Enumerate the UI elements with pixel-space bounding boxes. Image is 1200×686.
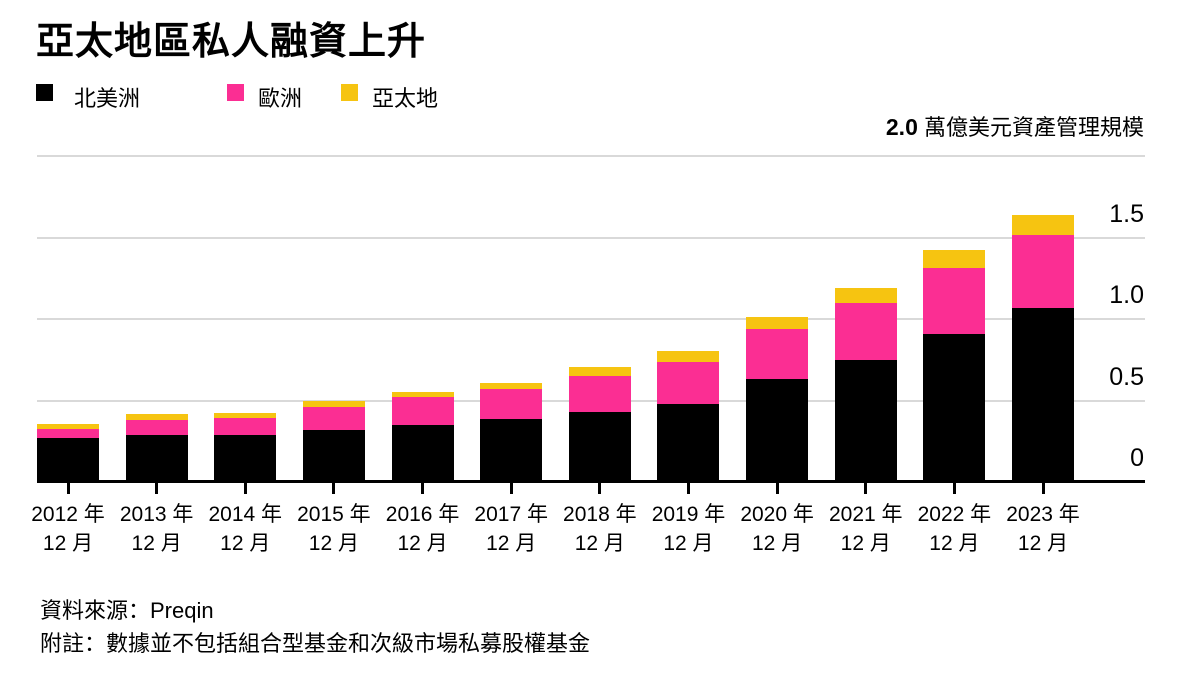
bar-2012-asia-pacific	[37, 424, 99, 429]
bar-2012-north-america	[37, 438, 99, 482]
x-tick-2023	[1041, 483, 1045, 494]
bar-2015-asia-pacific	[302, 401, 365, 407]
x-axis-label-2019: 2019 年 12 月	[651, 503, 726, 555]
y-axis-unit-text: 萬億美元資產管理規模	[917, 115, 1144, 140]
bar-2023-asia-pacific	[1012, 215, 1075, 235]
source-text: 資料來源：Preqin	[40, 598, 214, 623]
y-tick-label-1.0: 1.0	[1109, 281, 1144, 309]
x-axis-label-2014: 2014 年 12 月	[208, 503, 283, 555]
x-tick-2017	[509, 483, 513, 494]
legend-label-europe: 歐洲	[258, 86, 303, 111]
x-tick-2013	[155, 483, 159, 494]
y-axis-unit-label: 2.0 萬億美元資產管理規模	[886, 110, 1144, 142]
bar-2013-europe	[125, 420, 188, 435]
bar-2015-europe	[302, 407, 365, 430]
bar-2020-asia-pacific	[746, 317, 809, 329]
bar-2015-north-america	[302, 430, 365, 482]
gridline-2	[37, 155, 1145, 157]
bar-2019-europe	[657, 362, 720, 404]
x-tick-2019	[686, 483, 690, 494]
bar-2022-north-america	[923, 334, 986, 482]
y-axis-max-value: 2.0	[885, 114, 918, 140]
legend-swatch-north-america	[36, 84, 53, 101]
bar-2012-europe	[37, 429, 99, 438]
bar-2018-north-america	[568, 412, 631, 482]
x-axis-label-2016: 2016 年 12 月	[385, 503, 460, 555]
bar-2022-europe	[923, 268, 986, 334]
note-text: 附註：數據並不包括組合型基金和次級市場私募股權基金	[40, 631, 591, 656]
bar-2021-asia-pacific	[834, 288, 897, 303]
page-title: 亞太地區私人融資上升	[36, 21, 427, 63]
bar-2013-north-america	[125, 435, 188, 482]
x-tick-2014	[243, 483, 247, 494]
bar-2014-europe	[214, 418, 277, 435]
bar-2020-europe	[746, 329, 809, 379]
bar-2020-north-america	[746, 379, 809, 482]
bar-2014-north-america	[214, 435, 277, 482]
legend-label-asia-pacific: 亞太地	[372, 86, 439, 111]
y-tick-label-0: 0	[1130, 444, 1144, 472]
bar-2021-north-america	[834, 360, 897, 482]
legend-label-north-america: 北美洲	[74, 86, 141, 111]
y-tick-label-0.5: 0.5	[1109, 362, 1144, 391]
bar-2014-asia-pacific	[214, 413, 277, 418]
bar-2023-europe	[1012, 235, 1075, 308]
x-axis-label-2015: 2015 年 12 月	[297, 503, 371, 555]
bar-2019-asia-pacific	[657, 351, 720, 362]
legend-swatch-europe	[227, 84, 244, 101]
x-axis-label-2021: 2021 年 12 月	[828, 503, 903, 555]
bar-2016-north-america	[391, 425, 454, 482]
x-axis-label-2012: 2012 年 12 月	[31, 503, 105, 555]
bar-2013-asia-pacific	[125, 414, 188, 420]
bar-2016-europe	[391, 397, 454, 425]
bar-2018-asia-pacific	[568, 367, 631, 376]
bar-2017-asia-pacific	[480, 383, 543, 389]
legend-swatch-asia-pacific	[341, 84, 358, 101]
x-axis-label-2023: 2023 年 12 月	[1006, 503, 1080, 555]
x-axis-label-2022: 2022 年 12 月	[917, 503, 992, 555]
bar-2021-europe	[834, 303, 897, 360]
x-axis-label-2018: 2018 年 12 月	[563, 503, 637, 555]
x-axis-label-2017: 2017 年 12 月	[474, 503, 548, 555]
x-tick-2020	[775, 483, 779, 494]
bar-2017-north-america	[480, 419, 543, 482]
x-tick-2016	[421, 483, 425, 494]
x-axis-label-2013: 2013 年 12 月	[119, 503, 194, 555]
y-tick-label-1.5: 1.5	[1109, 199, 1144, 228]
x-tick-2012	[66, 483, 70, 494]
x-tick-2018	[598, 483, 602, 494]
bar-2016-asia-pacific	[391, 392, 454, 397]
x-tick-2021	[864, 483, 868, 494]
bar-2019-north-america	[657, 404, 720, 482]
gridline-1	[37, 318, 1145, 320]
x-tick-2022	[952, 483, 956, 494]
bar-2023-north-america	[1012, 308, 1075, 482]
bar-2022-asia-pacific	[923, 250, 986, 268]
bar-2018-europe	[568, 376, 631, 412]
x-axis-label-2020: 2020 年 12 月	[740, 503, 814, 555]
bar-2017-europe	[480, 389, 543, 419]
gridline-1.5	[37, 236, 1145, 239]
x-tick-2015	[332, 483, 336, 494]
